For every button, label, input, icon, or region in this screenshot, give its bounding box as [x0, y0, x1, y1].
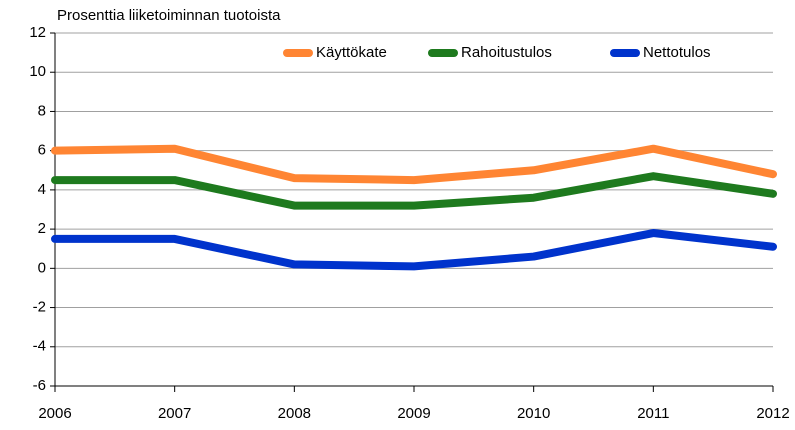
y-tick-label: 8	[38, 102, 46, 119]
legend-label: Nettotulos	[643, 44, 711, 61]
x-tick-label: 2011	[637, 405, 669, 422]
line	[51, 144, 777, 185]
y-tick-label: 6	[38, 142, 46, 159]
x-tick-label: 2008	[278, 405, 311, 422]
y-tick-label: -4	[33, 338, 46, 355]
line	[51, 229, 777, 271]
x-tick-label: 2006	[38, 405, 71, 422]
y-tick-label: -2	[33, 299, 46, 316]
x-tick-label: 2010	[517, 405, 550, 422]
y-tick-label: 10	[29, 63, 46, 80]
x-tick-label: 2007	[158, 405, 191, 422]
legend-label: Käyttökate	[316, 44, 387, 61]
y-tick-label: -6	[33, 377, 46, 394]
y-tick-label: 0	[38, 259, 46, 276]
legend-label: Rahoitustulos	[461, 44, 552, 61]
y-tick-label: 4	[38, 181, 46, 198]
line	[51, 172, 777, 210]
y-tick-label: 2	[38, 220, 46, 237]
x-tick-label: 2009	[397, 405, 430, 422]
x-tick-label: 2012	[756, 405, 789, 422]
y-tick-label: 12	[29, 24, 46, 41]
y-axis-label: Prosenttia liiketoiminnan tuotoista	[57, 7, 281, 24]
